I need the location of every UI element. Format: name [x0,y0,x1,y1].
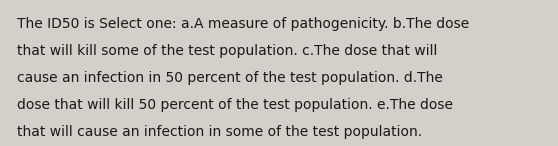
Text: that will kill some of the test population. c.The dose that will: that will kill some of the test populati… [17,44,437,58]
Text: The ID50 is Select one: a.A measure of pathogenicity. b.The dose: The ID50 is Select one: a.A measure of p… [17,17,469,31]
Text: cause an infection in 50 percent of the test population. d.The: cause an infection in 50 percent of the … [17,71,442,85]
Text: that will cause an infection in some of the test population.: that will cause an infection in some of … [17,125,422,139]
Text: dose that will kill 50 percent of the test population. e.The dose: dose that will kill 50 percent of the te… [17,98,453,112]
